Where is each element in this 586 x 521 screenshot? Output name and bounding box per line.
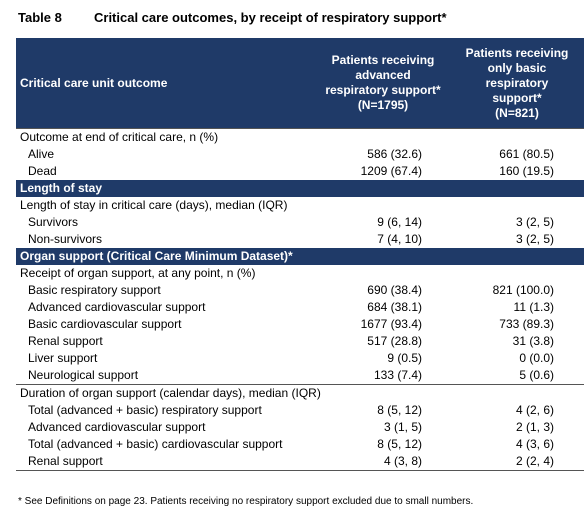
cell-value: 1677 (93.4) (360, 317, 422, 331)
header-line: advanced (355, 68, 411, 82)
data-row: Total (advanced + basic) cardiovascular … (16, 436, 584, 453)
data-table: Critical care unit outcome Patients recei… (16, 38, 584, 471)
data-row: Advanced cardiovascular support 3 (1, 5) 2… (16, 419, 584, 436)
cell-value: 4 (2, 6) (515, 403, 554, 417)
cell-value: 3 (1, 5) (383, 420, 422, 434)
data-row: Survivors 9 (6, 14) 3 (2, 5) (16, 214, 584, 231)
data-row: Basic cardiovascular support 1677 (93.4) 7… (16, 316, 584, 333)
cell-value: 517 (28.8) (367, 334, 422, 348)
row-label: Alive (28, 147, 55, 161)
cell-value: 133 (7.4) (373, 368, 422, 382)
data-row: Advanced cardiovascular support 684 (38.1… (16, 299, 584, 316)
cell-value: 684 (38.1) (367, 300, 422, 314)
data-row: Dead 1209 (67.4) 160 (19.5) (16, 163, 584, 180)
cell-value: 31 (3.8) (512, 334, 554, 348)
cell-value: 821 (100.0) (492, 283, 554, 297)
data-row: Renal support 517 (28.8) 31 (3.8) (16, 333, 584, 350)
row-label: Dead (28, 164, 57, 178)
header-line: Patients receiving (331, 53, 435, 67)
group-row: Duration of organ support (calendar days… (16, 384, 584, 402)
group-label: Duration of organ support (calendar days… (16, 384, 584, 402)
cell-value: 4 (3, 6) (515, 437, 554, 451)
cell-value: 7 (4, 10) (377, 232, 422, 246)
group-label: Receipt of organ support, at any point, … (20, 266, 256, 280)
data-row: Liver support 9 (0.5) 0 (0.0) (16, 350, 584, 367)
data-row: Alive 586 (32.6) 661 (80.5) (16, 146, 584, 163)
table-title: Table 8 Critical care outcomes, by receip… (18, 10, 447, 25)
header-line: respiratory support* (325, 83, 441, 97)
section-title: Organ support (Critical Care Minimum Dat… (16, 248, 584, 265)
group-label: Length of stay in critical care (days), … (20, 198, 288, 212)
header-line: Patients receiving (465, 45, 569, 60)
cell-value: 11 (1.3) (513, 300, 554, 314)
data-row: Total (advanced + basic) respiratory sup… (16, 402, 584, 419)
table-number: Table 8 (18, 10, 62, 25)
cell-value: 733 (89.3) (499, 317, 554, 331)
cell-value: 586 (32.6) (367, 147, 422, 161)
group-row: Receipt of organ support, at any point, … (16, 265, 584, 282)
group-row: Outcome at end of critical care, n (%) (16, 128, 584, 146)
row-label: Advanced cardiovascular support (28, 300, 206, 314)
section-title: Length of stay (16, 180, 584, 197)
cell-value: 690 (38.4) (367, 283, 422, 297)
row-label: Survivors (28, 215, 79, 229)
table-body: Outcome at end of critical care, n (%) Al… (16, 128, 584, 471)
header-line: Critical care unit outcome (20, 75, 168, 90)
cell-value: 2 (1, 3) (515, 420, 554, 434)
cell-value: 9 (0.5) (387, 351, 422, 365)
header-line: respiratory (485, 75, 549, 90)
cell-value: 3 (2, 5) (515, 232, 554, 246)
row-label: Liver support (28, 351, 98, 365)
row-label: Non-survivors (28, 232, 103, 246)
title-text: Critical care outcomes, by receipt of re… (94, 10, 447, 25)
cell-value: 0 (0.0) (519, 351, 554, 365)
data-row: Renal support 4 (3, 8) 2 (2, 4) (16, 453, 584, 471)
row-label: Basic cardiovascular support (28, 317, 182, 331)
data-row: Neurological support 133 (7.4) 5 (0.6) (16, 367, 584, 385)
cell-value: 5 (0.6) (519, 368, 554, 382)
footnote: * See Definitions on page 23. Patients r… (18, 496, 474, 507)
header-line: (N=821) (495, 105, 539, 120)
group-label: Outcome at end of critical care, n (%) (16, 128, 584, 146)
data-row: Non-survivors 7 (4, 10) 3 (2, 5) (16, 231, 584, 248)
row-label: Neurological support (28, 368, 139, 382)
cell-value: 9 (6, 14) (377, 215, 422, 229)
cell-value: 8 (5, 12) (377, 403, 422, 417)
cell-value: 1209 (67.4) (360, 164, 422, 178)
header-line: (N=1795) (357, 98, 409, 112)
row-label: Advanced cardiovascular support (28, 420, 206, 434)
cell-value: 8 (5, 12) (377, 437, 422, 451)
cell-value: 160 (19.5) (499, 164, 554, 178)
header-line: only basic (487, 60, 547, 75)
column-header: Patients receiving advanced respiratory su… (316, 38, 450, 129)
row-label: Basic respiratory support (28, 283, 161, 297)
row-label: Renal support (16, 453, 316, 471)
column-header: Patients receiving only basic respiratory s… (450, 38, 584, 129)
row-label: Total (advanced + basic) cardiovascular … (28, 437, 283, 451)
column-header: Critical care unit outcome (16, 38, 316, 129)
cell-value: 4 (3, 8) (316, 453, 450, 471)
header-row: Critical care unit outcome Patients recei… (16, 38, 584, 129)
cell-value: 661 (80.5) (499, 147, 554, 161)
cell-value: 2 (2, 4) (450, 453, 584, 471)
row-label: Total (advanced + basic) respiratory sup… (28, 403, 262, 417)
data-row: Basic respiratory support 690 (38.4) 821 (… (16, 282, 584, 299)
header-line: support* (492, 90, 542, 105)
section-row: Length of stay (16, 180, 584, 197)
group-row: Length of stay in critical care (days), … (16, 197, 584, 214)
section-row: Organ support (Critical Care Minimum Dat… (16, 248, 584, 265)
cell-value: 3 (2, 5) (515, 215, 554, 229)
row-label: Renal support (28, 334, 103, 348)
